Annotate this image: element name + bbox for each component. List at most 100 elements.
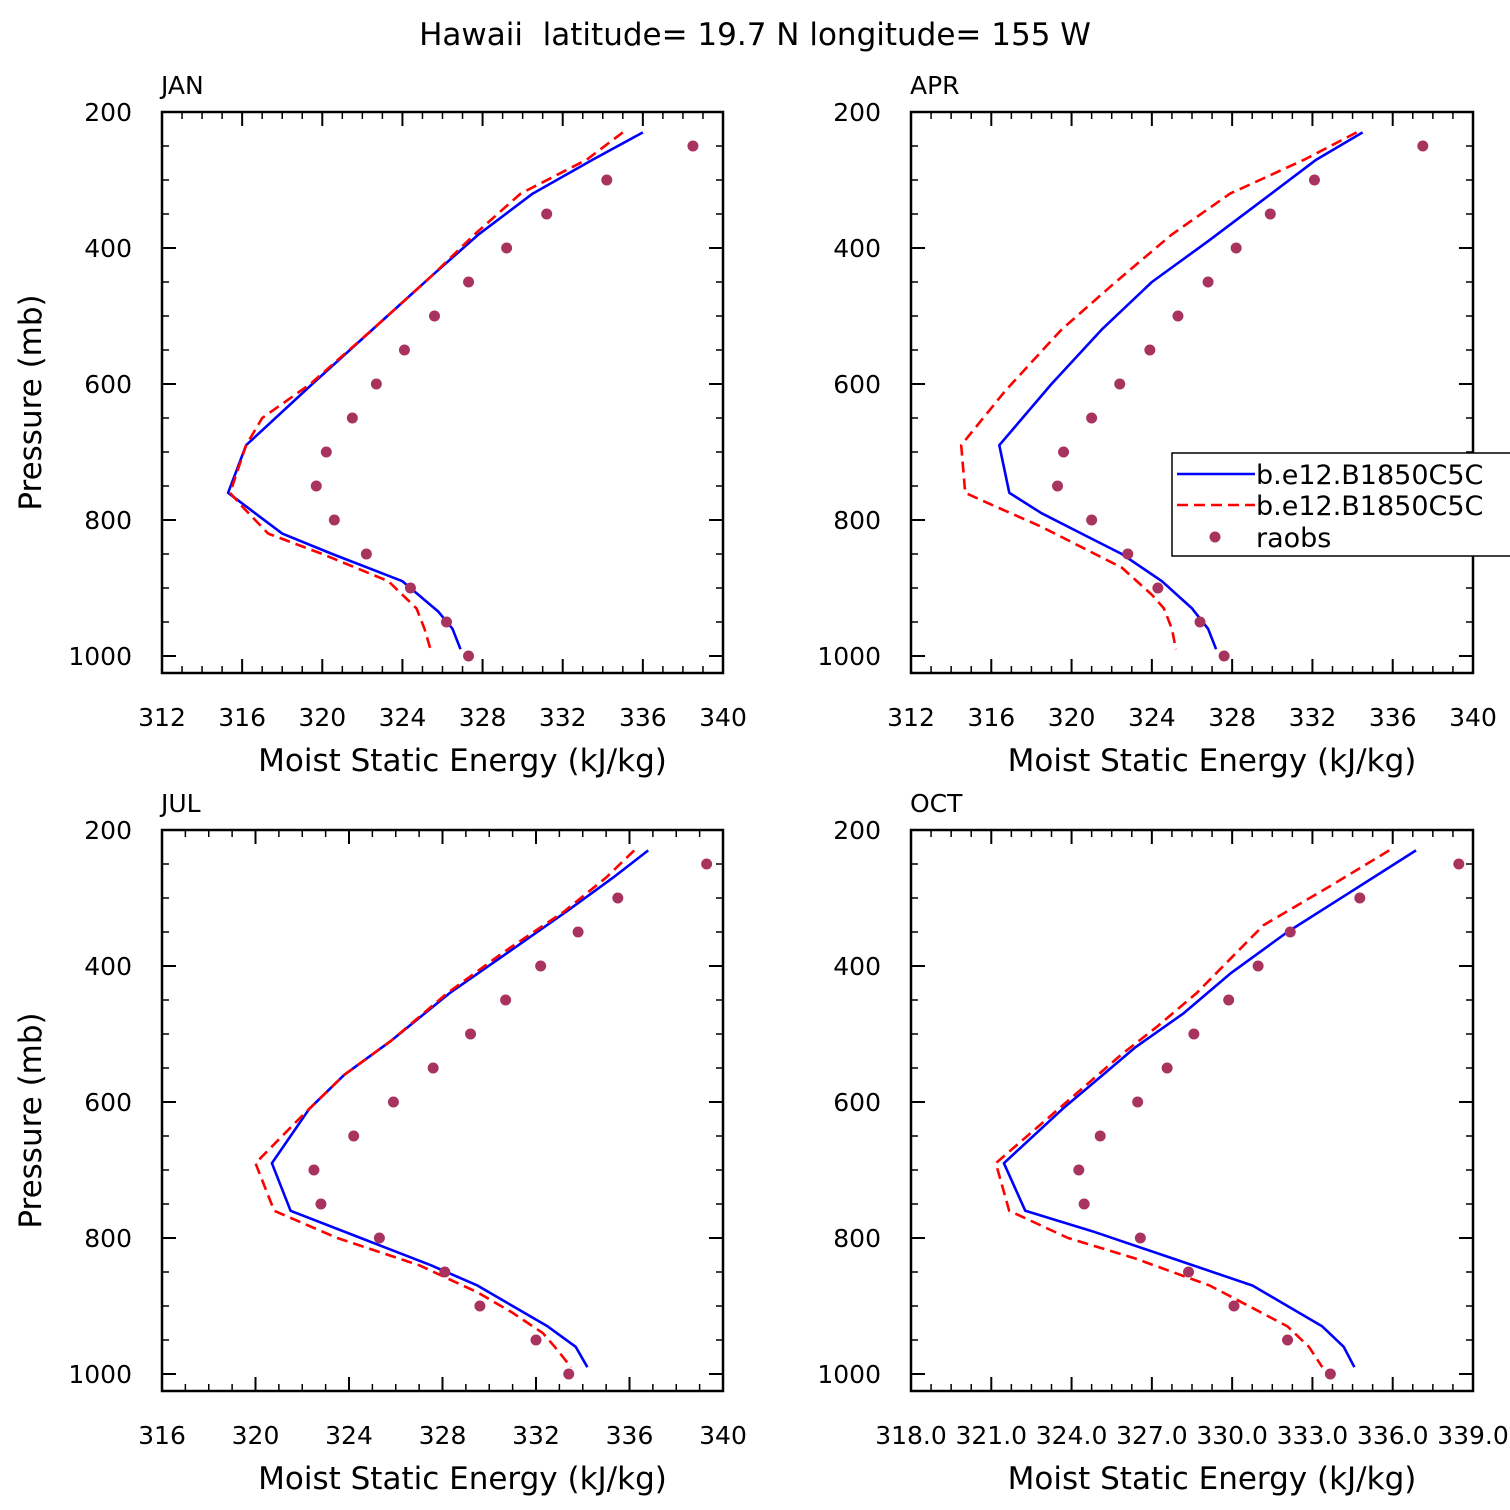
raobs-point xyxy=(1218,650,1230,662)
x-tick-label: 340 xyxy=(699,1421,747,1450)
raobs-point xyxy=(308,1164,320,1176)
x-tick-label: 321.0 xyxy=(955,1421,1027,1450)
raobs-point xyxy=(328,514,340,526)
raobs-point xyxy=(463,276,475,288)
y-tick-label: 800 xyxy=(833,1224,881,1253)
x-tick-label: 327.0 xyxy=(1116,1421,1188,1450)
y-tick-label: 600 xyxy=(84,1088,132,1117)
raobs-point xyxy=(398,344,410,356)
raobs-point xyxy=(1230,242,1242,254)
x-axis-label: Moist Static Energy (kJ/kg) xyxy=(258,1461,667,1497)
raobs-point xyxy=(1183,1266,1195,1278)
legend-marker xyxy=(1209,531,1221,543)
x-tick-label: 336 xyxy=(1369,703,1417,732)
plot-frame xyxy=(160,828,725,1393)
raobs-point xyxy=(687,140,699,152)
raobs-point xyxy=(541,208,553,220)
raobs-point xyxy=(563,1368,575,1380)
x-tick-label: 312 xyxy=(887,703,935,732)
x-tick-label: 324 xyxy=(325,1421,373,1450)
x-tick-label: 332 xyxy=(512,1421,560,1450)
raobs-point xyxy=(530,1334,542,1346)
legend-entry-label: raobs xyxy=(1256,523,1331,554)
raobs-point xyxy=(373,1232,385,1244)
x-tick-label: 320 xyxy=(298,703,346,732)
x-tick-label: 324.0 xyxy=(1036,1421,1108,1450)
raobs-point xyxy=(1252,960,1264,972)
raobs-point xyxy=(387,1096,399,1108)
raobs-point xyxy=(348,1130,360,1142)
panels: JAN 312 316 320 324 328 332 336 340 200 400 600 800 1… xyxy=(13,71,1509,1497)
y-tick-label: 600 xyxy=(833,370,881,399)
x-tick-label: 336.0 xyxy=(1357,1421,1429,1450)
raobs-point xyxy=(427,1062,439,1074)
raobs-point xyxy=(1086,514,1098,526)
raobs-point xyxy=(1161,1062,1173,1074)
raobs-point xyxy=(1152,582,1164,594)
panel-apr: APR 312 316 320 324 328 332 336 340 200 400 600 800 1… xyxy=(817,71,1496,779)
x-tick-label: 316 xyxy=(218,703,266,732)
x-tick-label: 324 xyxy=(1128,703,1176,732)
x-tick-label: 340 xyxy=(1449,703,1497,732)
y-tick-label: 400 xyxy=(833,234,881,263)
x-tick-label: 318.0 xyxy=(875,1421,947,1450)
series-line-dashed xyxy=(959,131,1358,650)
raobs-point xyxy=(404,582,416,594)
x-tick-label: 332 xyxy=(1289,703,1337,732)
raobs-point xyxy=(346,412,358,424)
x-tick-label: 320 xyxy=(1048,703,1096,732)
x-tick-label: 312 xyxy=(138,703,186,732)
raobs-point xyxy=(1264,208,1276,220)
raobs-point xyxy=(1114,378,1126,390)
raobs-point xyxy=(315,1198,327,1210)
raobs-point xyxy=(1058,446,1070,458)
x-tick-label: 328 xyxy=(1208,703,1256,732)
x-tick-label: 336 xyxy=(606,1421,654,1450)
raobs-point xyxy=(1086,412,1098,424)
raobs-point xyxy=(474,1300,486,1312)
raobs-point xyxy=(310,480,322,492)
y-tick-label: 200 xyxy=(833,98,881,127)
raobs-point xyxy=(441,616,453,628)
raobs-point xyxy=(500,994,512,1006)
y-tick-label: 800 xyxy=(84,1224,132,1253)
x-tick-label: 340 xyxy=(699,703,747,732)
y-tick-label: 200 xyxy=(84,98,132,127)
raobs-point xyxy=(1132,1096,1144,1108)
y-tick-label: 1000 xyxy=(817,642,881,671)
raobs-point xyxy=(601,174,613,186)
raobs-point xyxy=(428,310,440,322)
raobs-point xyxy=(465,1028,477,1040)
series-line-dashed xyxy=(994,849,1390,1368)
x-tick-label: 328 xyxy=(419,1421,467,1450)
panel-oct: OCT 318.0 321.0 324.0 327.0 330.0 333.0 336.0 33… xyxy=(817,789,1508,1497)
raobs-point xyxy=(1354,892,1366,904)
raobs-point xyxy=(572,926,584,938)
raobs-point xyxy=(1223,994,1235,1006)
series-line-solid xyxy=(998,131,1364,650)
raobs-point xyxy=(1078,1198,1090,1210)
panel-label: APR xyxy=(910,71,960,100)
series-line-dashed xyxy=(254,849,636,1369)
y-tick-label: 200 xyxy=(84,816,132,845)
y-tick-label: 800 xyxy=(84,506,132,535)
y-tick-label: 800 xyxy=(833,506,881,535)
raobs-point xyxy=(1144,344,1156,356)
plot-frame xyxy=(909,110,1475,675)
x-tick-label: 332 xyxy=(539,703,587,732)
raobs-point xyxy=(1073,1164,1085,1176)
x-tick-label: 339.0 xyxy=(1437,1421,1509,1450)
legend-entry-label: b.e12.B1850C5C xyxy=(1256,491,1483,522)
raobs-point xyxy=(1052,480,1064,492)
x-tick-label: 324 xyxy=(379,703,427,732)
series-line-solid xyxy=(226,131,644,650)
y-tick-label: 600 xyxy=(84,370,132,399)
x-tick-label: 333.0 xyxy=(1277,1421,1349,1450)
raobs-point xyxy=(1188,1028,1200,1040)
y-tick-label: 200 xyxy=(833,816,881,845)
x-axis-label: Moist Static Energy (kJ/kg) xyxy=(1008,743,1417,779)
y-tick-label: 1000 xyxy=(817,1360,881,1389)
raobs-point xyxy=(320,446,332,458)
